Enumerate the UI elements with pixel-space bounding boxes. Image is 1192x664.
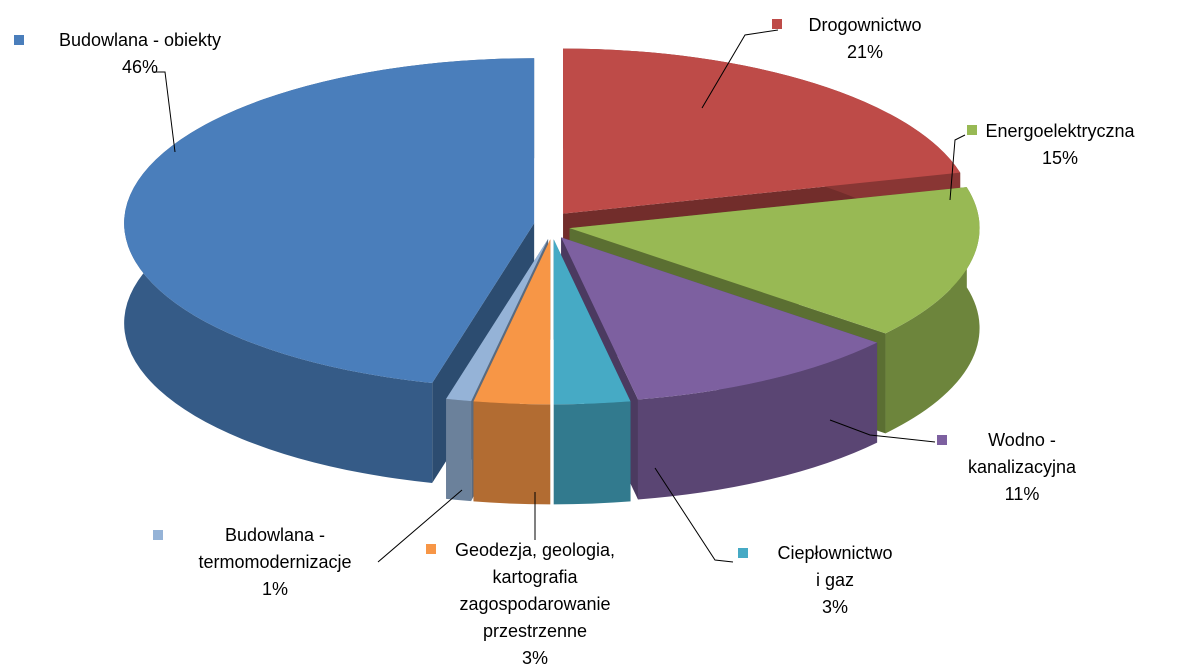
slice (124, 58, 535, 384)
slice (569, 187, 980, 334)
slice (553, 239, 631, 405)
leader-line (654, 467, 734, 563)
data-label-name: Energoelektryczna (985, 121, 1135, 141)
data-label-value: 21% (846, 42, 884, 62)
data-label-value: 11% (1004, 484, 1040, 504)
slice (563, 48, 961, 214)
legend-swatch (772, 19, 782, 29)
data-label-name: Geodezja, geologia, kartografia zagospod… (454, 540, 616, 641)
leader-line (153, 71, 176, 153)
data-label-name: Budowlana - termomodernizacje (198, 525, 352, 572)
data-label-value: 3% (821, 597, 849, 617)
data-label-name: Ciepłownictwo i gaz (777, 543, 893, 590)
legend-swatch (967, 125, 977, 135)
slice-side (473, 401, 551, 505)
leader-line (829, 419, 936, 443)
data-label-name: Drogownictwo (808, 15, 922, 35)
legend-swatch (426, 544, 436, 554)
slice-side (885, 187, 980, 434)
legend-swatch (153, 530, 163, 540)
slice (446, 239, 549, 402)
data-label-name: Wodno - kanalizacyjna (967, 430, 1077, 477)
leader-line (377, 489, 463, 563)
slice (561, 237, 878, 400)
data-label-value: 3% (521, 648, 549, 664)
slice-side (637, 342, 878, 500)
legend-swatch (738, 548, 748, 558)
legend-swatch (14, 35, 24, 45)
data-label-name: Budowlana - obiekty (58, 30, 222, 50)
legend-swatch (937, 435, 947, 445)
slice-side (446, 398, 472, 502)
slice (473, 239, 551, 405)
data-label-value: 15% (1041, 148, 1079, 168)
leader-line (949, 134, 966, 201)
slice-side (553, 401, 631, 505)
leader-line (701, 29, 779, 109)
data-label-value: 46% (121, 57, 159, 77)
data-label-value: 1% (261, 579, 289, 599)
